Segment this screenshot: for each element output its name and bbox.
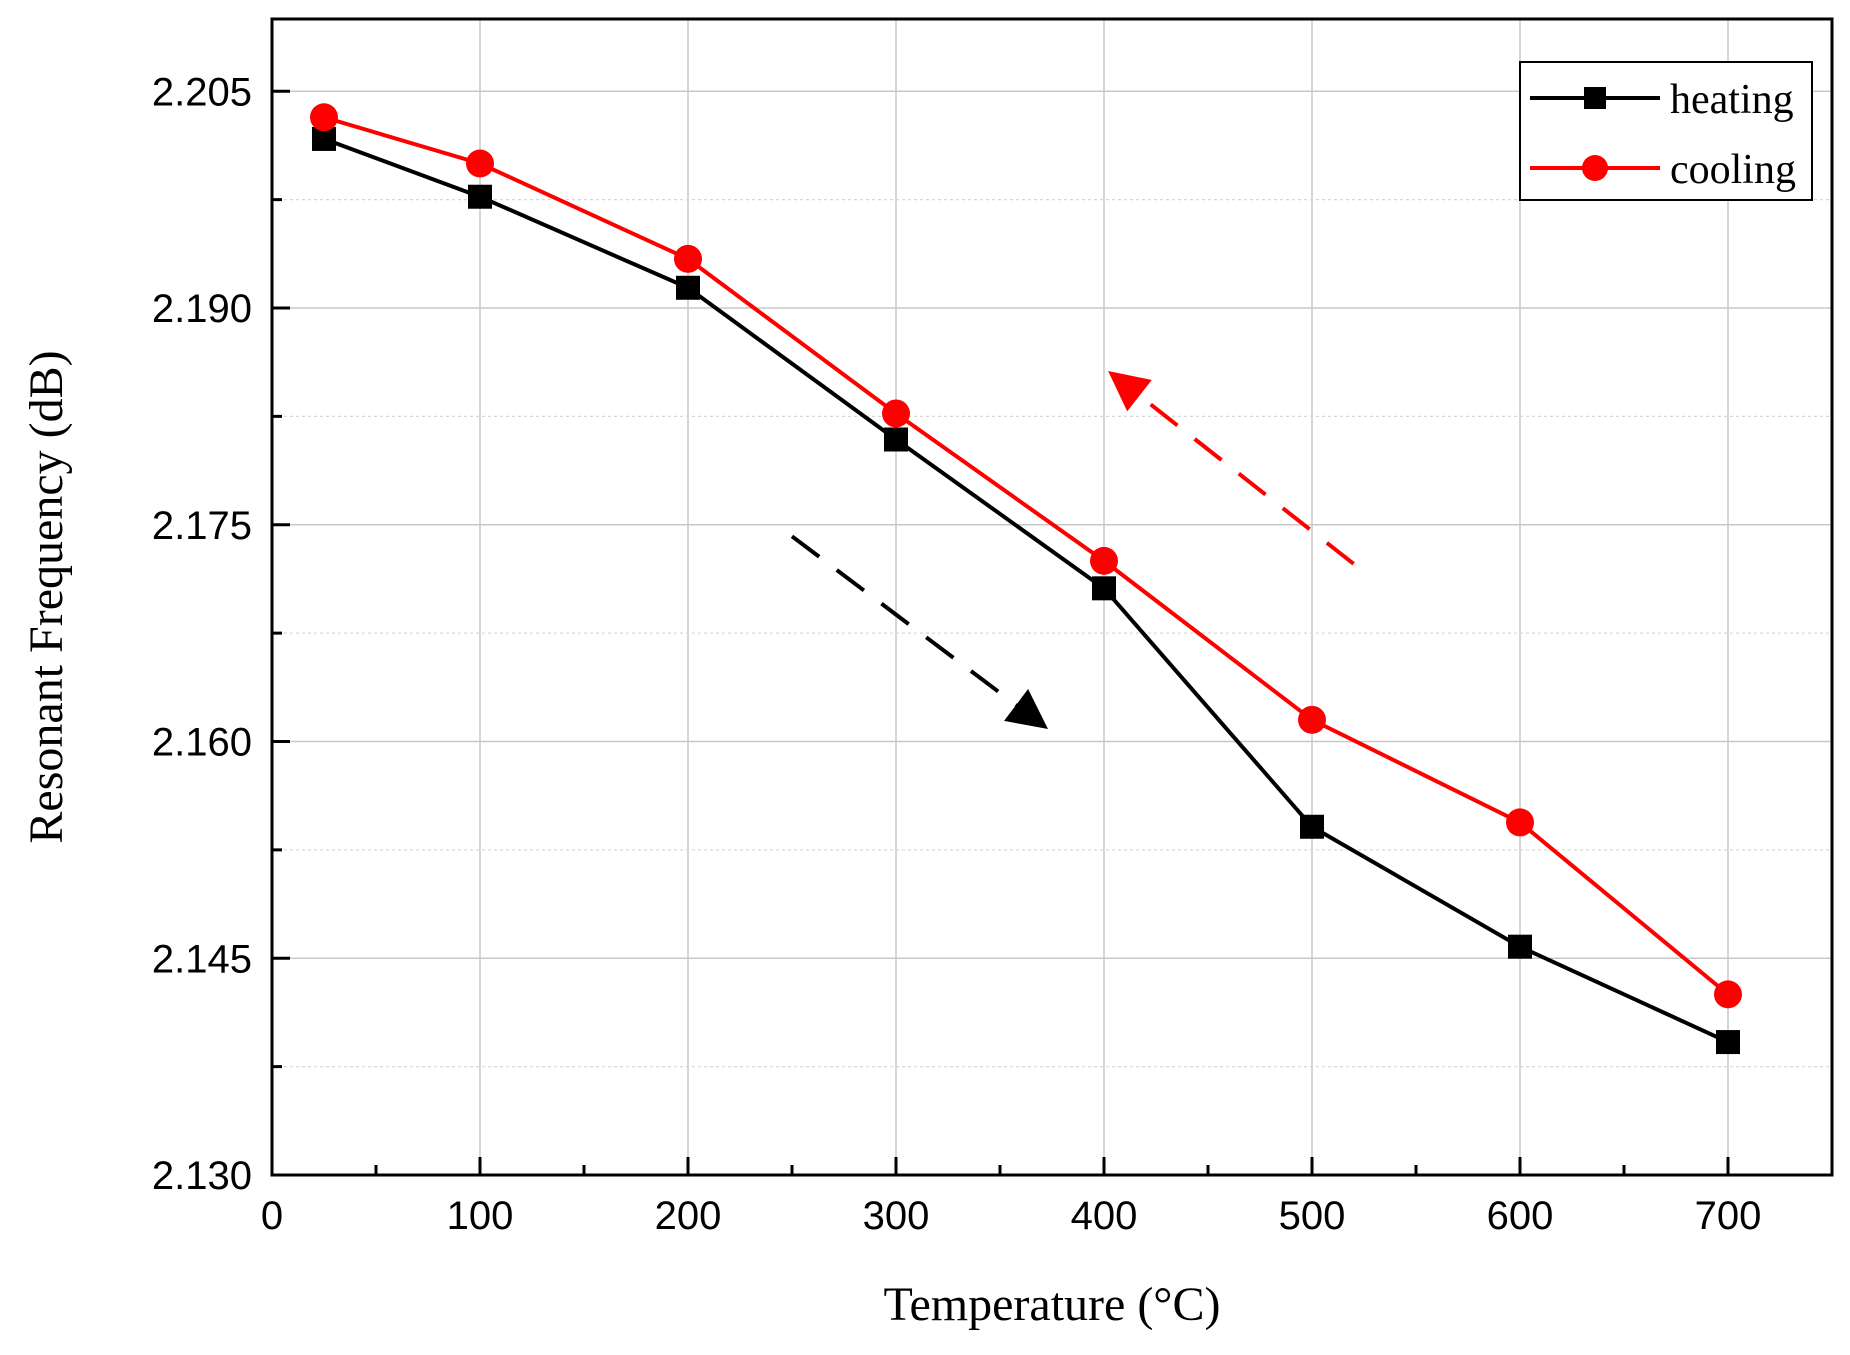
- cooling-line: [323, 115, 1730, 996]
- y-tick-label: 2.160: [152, 721, 252, 765]
- cooling-point: [674, 244, 702, 273]
- legend: heating cooling: [1519, 61, 1813, 201]
- legend-item-cooling: cooling: [1530, 147, 1796, 193]
- x-tick-label: 600: [1487, 1194, 1554, 1238]
- heating-point: [1300, 814, 1324, 839]
- series-cooling: [310, 103, 1742, 1009]
- series-layer: [310, 103, 1742, 1055]
- x-tick-label: 700: [1695, 1194, 1762, 1238]
- cooling-point: [1090, 546, 1118, 575]
- heating-point: [1508, 934, 1532, 959]
- legend-label: heating: [1670, 77, 1794, 123]
- legend-item-heating: heating: [1530, 77, 1794, 123]
- heating-point: [676, 275, 700, 300]
- cooling-point: [1582, 155, 1608, 181]
- annotations: [790, 370, 1355, 729]
- plot-frame: [270, 17, 1834, 1177]
- heating-point: [468, 184, 492, 209]
- heating-point: [1716, 1030, 1740, 1055]
- heating-point: [1092, 576, 1116, 601]
- cooling-point: [882, 399, 910, 428]
- legend-box: [1519, 61, 1813, 201]
- x-tick-label: 400: [1071, 1194, 1138, 1238]
- cooling-point: [466, 149, 494, 178]
- grid: [272, 19, 1832, 1175]
- y-tick-label: 2.205: [152, 70, 252, 114]
- x-tick-label: 200: [655, 1194, 722, 1238]
- heating-point: [1584, 87, 1606, 109]
- legend-label: cooling: [1670, 147, 1796, 193]
- cooling-point: [1298, 705, 1326, 734]
- x-tick-label: 300: [863, 1194, 930, 1238]
- heating-line: [323, 137, 1729, 1044]
- y-tick-label: 2.175: [152, 504, 252, 548]
- legend-items: heating cooling: [1530, 77, 1796, 193]
- y-tick-label: 2.130: [152, 1154, 252, 1198]
- y-axis-title: Resonant Frequency (dB): [20, 350, 73, 843]
- x-axis-title: Temperature (°C): [883, 1278, 1220, 1331]
- cooling-point: [1506, 808, 1534, 837]
- heating-point: [884, 427, 908, 452]
- heating-direction-arrow: [790, 534, 1048, 729]
- series-heating: [312, 126, 1740, 1055]
- x-tick-labels: 0 100 200 300 400 500 600 700: [261, 1194, 1762, 1238]
- y-tick-label: 2.145: [152, 937, 252, 981]
- cooling-point: [1714, 980, 1742, 1009]
- y-tick-label: 2.190: [152, 287, 252, 331]
- y-tick-labels: 2.130 2.145 2.160 2.175 2.190 2.205: [152, 70, 252, 1198]
- x-tick-label: 500: [1279, 1194, 1346, 1238]
- cooling-direction-arrow: [1108, 370, 1355, 566]
- x-tick-label: 0: [261, 1194, 283, 1238]
- x-tick-label: 100: [447, 1194, 514, 1238]
- cooling-point: [310, 103, 338, 132]
